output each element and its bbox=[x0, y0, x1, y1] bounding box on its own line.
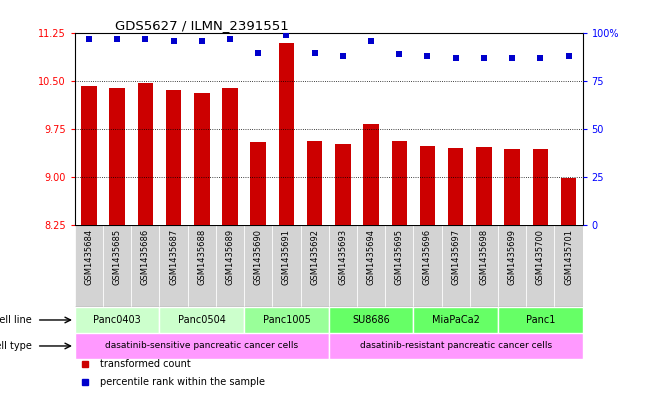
Bar bbox=[75, 225, 103, 307]
Point bbox=[563, 53, 574, 59]
Bar bbox=[75, 307, 159, 333]
Bar bbox=[222, 88, 238, 225]
Point bbox=[225, 36, 235, 42]
Bar bbox=[448, 148, 464, 225]
Bar bbox=[301, 225, 329, 307]
Bar bbox=[81, 86, 97, 225]
Bar bbox=[137, 83, 153, 225]
Text: cell line: cell line bbox=[0, 315, 32, 325]
Point bbox=[450, 55, 461, 61]
Point bbox=[169, 38, 179, 44]
Text: Panc0504: Panc0504 bbox=[178, 315, 226, 325]
Bar bbox=[166, 90, 182, 225]
Bar bbox=[533, 149, 548, 225]
Text: GSM1435697: GSM1435697 bbox=[451, 229, 460, 285]
Bar bbox=[505, 149, 520, 225]
Bar bbox=[391, 141, 407, 225]
Text: GSM1435689: GSM1435689 bbox=[225, 229, 234, 285]
Text: GSM1435687: GSM1435687 bbox=[169, 229, 178, 285]
Bar bbox=[385, 225, 413, 307]
Text: SU8686: SU8686 bbox=[352, 315, 390, 325]
Point bbox=[84, 36, 94, 42]
Text: GSM1435698: GSM1435698 bbox=[479, 229, 488, 285]
Text: MiaPaCa2: MiaPaCa2 bbox=[432, 315, 480, 325]
Text: dasatinib-sensitive pancreatic cancer cells: dasatinib-sensitive pancreatic cancer ce… bbox=[105, 342, 298, 351]
Point bbox=[422, 53, 433, 59]
Bar bbox=[194, 93, 210, 225]
Bar bbox=[470, 225, 498, 307]
Text: GSM1435690: GSM1435690 bbox=[254, 229, 263, 285]
Bar bbox=[555, 225, 583, 307]
Bar bbox=[476, 147, 492, 225]
Bar bbox=[413, 225, 441, 307]
Text: percentile rank within the sample: percentile rank within the sample bbox=[100, 376, 265, 387]
Point bbox=[281, 32, 292, 39]
Point bbox=[478, 55, 489, 61]
Bar bbox=[75, 333, 329, 359]
Bar bbox=[498, 307, 583, 333]
Text: GSM1435691: GSM1435691 bbox=[282, 229, 291, 285]
Bar bbox=[159, 225, 187, 307]
Point bbox=[338, 53, 348, 59]
Bar bbox=[561, 178, 576, 225]
Bar bbox=[272, 225, 301, 307]
Bar bbox=[244, 307, 329, 333]
Bar bbox=[526, 225, 555, 307]
Bar bbox=[441, 225, 470, 307]
Bar bbox=[251, 142, 266, 225]
Point bbox=[197, 38, 207, 44]
Bar bbox=[279, 43, 294, 225]
Text: GSM1435696: GSM1435696 bbox=[423, 229, 432, 285]
Point bbox=[507, 55, 518, 61]
Text: transformed count: transformed count bbox=[100, 359, 191, 369]
Text: GSM1435694: GSM1435694 bbox=[367, 229, 376, 285]
Text: dasatinib-resistant pancreatic cancer cells: dasatinib-resistant pancreatic cancer ce… bbox=[359, 342, 552, 351]
Bar bbox=[216, 225, 244, 307]
Bar bbox=[159, 307, 244, 333]
Bar bbox=[103, 225, 132, 307]
Bar bbox=[413, 307, 498, 333]
Bar bbox=[363, 124, 379, 225]
Bar bbox=[420, 147, 436, 225]
Bar bbox=[244, 225, 272, 307]
Text: cell type: cell type bbox=[0, 341, 32, 351]
Text: Panc1: Panc1 bbox=[525, 315, 555, 325]
Bar bbox=[329, 225, 357, 307]
Bar bbox=[498, 225, 526, 307]
Text: GSM1435700: GSM1435700 bbox=[536, 229, 545, 285]
Text: GSM1435699: GSM1435699 bbox=[508, 229, 517, 285]
Text: GSM1435693: GSM1435693 bbox=[339, 229, 348, 285]
Point bbox=[309, 50, 320, 56]
Text: Panc0403: Panc0403 bbox=[93, 315, 141, 325]
Bar bbox=[132, 225, 159, 307]
Text: GSM1435695: GSM1435695 bbox=[395, 229, 404, 285]
Point bbox=[140, 36, 150, 42]
Text: GSM1435684: GSM1435684 bbox=[85, 229, 94, 285]
Text: GSM1435685: GSM1435685 bbox=[113, 229, 122, 285]
Text: Panc1005: Panc1005 bbox=[262, 315, 311, 325]
Point bbox=[112, 36, 122, 42]
Point bbox=[366, 38, 376, 44]
Text: GSM1435686: GSM1435686 bbox=[141, 229, 150, 285]
Text: GSM1435692: GSM1435692 bbox=[310, 229, 319, 285]
Point bbox=[394, 51, 404, 58]
Point bbox=[535, 55, 546, 61]
Bar bbox=[329, 333, 583, 359]
Bar bbox=[109, 88, 125, 225]
Bar bbox=[307, 141, 322, 225]
Bar bbox=[357, 225, 385, 307]
Text: GSM1435688: GSM1435688 bbox=[197, 229, 206, 285]
Bar bbox=[187, 225, 216, 307]
Bar bbox=[329, 307, 413, 333]
Point bbox=[253, 50, 264, 56]
Bar bbox=[335, 144, 351, 225]
Text: GDS5627 / ILMN_2391551: GDS5627 / ILMN_2391551 bbox=[115, 19, 289, 32]
Text: GSM1435701: GSM1435701 bbox=[564, 229, 573, 285]
